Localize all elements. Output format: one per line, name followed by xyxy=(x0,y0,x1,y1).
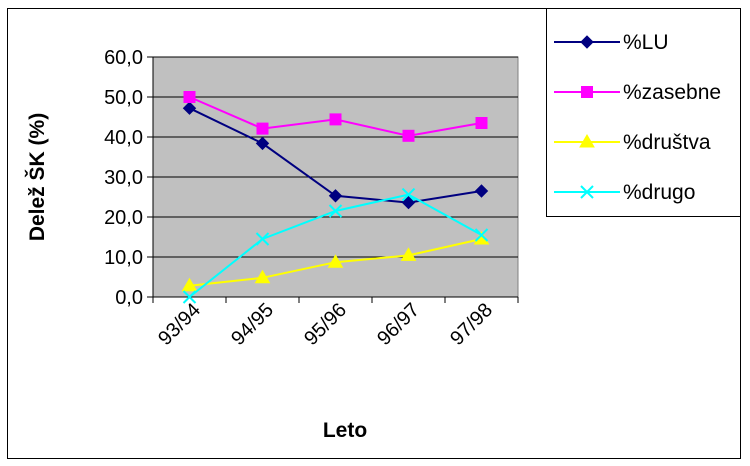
y-tick-label: 50,0 xyxy=(104,87,143,109)
legend-item: %LU xyxy=(554,31,669,54)
legend-item: %zasebne xyxy=(554,81,721,104)
legend-item: %društva xyxy=(554,131,711,154)
y-tick-label: 40,0 xyxy=(104,127,143,149)
axes xyxy=(147,56,519,303)
data-point xyxy=(474,228,489,242)
data-point xyxy=(400,247,417,261)
data-point xyxy=(401,195,416,210)
data-point xyxy=(475,117,488,129)
series-1 xyxy=(182,101,489,210)
y-tick-labels: 0,0 10,0 20,0 30,0 40,0 50,0 60,0 xyxy=(104,47,143,309)
legend-label: %LU xyxy=(623,31,669,54)
data-point xyxy=(183,91,196,103)
gridlines xyxy=(153,56,518,258)
data-point xyxy=(329,113,342,126)
x-axis-title: Leto xyxy=(323,419,367,442)
legend-box xyxy=(546,8,741,217)
data-point xyxy=(254,269,271,284)
data-point xyxy=(328,204,343,218)
data-point xyxy=(181,277,198,292)
y-tick-label: 20,0 xyxy=(104,207,143,229)
legend: %LU %zasebne %društva %drugo xyxy=(546,8,741,217)
data-point xyxy=(401,187,416,202)
legend-marker xyxy=(580,35,594,49)
y-tick-label: 10,0 xyxy=(104,247,143,269)
y-axis-title: Delež ŠK (%) xyxy=(25,113,49,241)
series-3 xyxy=(181,231,490,292)
data-point xyxy=(327,254,344,268)
data-point xyxy=(256,122,269,135)
data-point xyxy=(328,189,343,203)
data-point xyxy=(255,232,270,246)
series-4 xyxy=(182,187,489,304)
data-point xyxy=(474,184,489,198)
data-point xyxy=(182,290,197,304)
legend-marker xyxy=(581,86,593,98)
legend-label: %zasebne xyxy=(623,81,721,104)
y-tick-label: 0,0 xyxy=(115,287,143,309)
data-point xyxy=(255,136,270,151)
y-tick-label: 60,0 xyxy=(104,47,143,69)
series-2 xyxy=(183,91,488,142)
legend-label: %društva xyxy=(623,131,711,154)
legend-marker xyxy=(579,134,595,148)
legend-marker xyxy=(580,185,594,199)
legend-label: %drugo xyxy=(623,181,695,204)
legend-item: %drugo xyxy=(554,181,695,204)
y-tick-label: 30,0 xyxy=(104,167,143,189)
data-point xyxy=(402,129,415,142)
data-point xyxy=(182,101,197,115)
series-group xyxy=(181,91,490,304)
